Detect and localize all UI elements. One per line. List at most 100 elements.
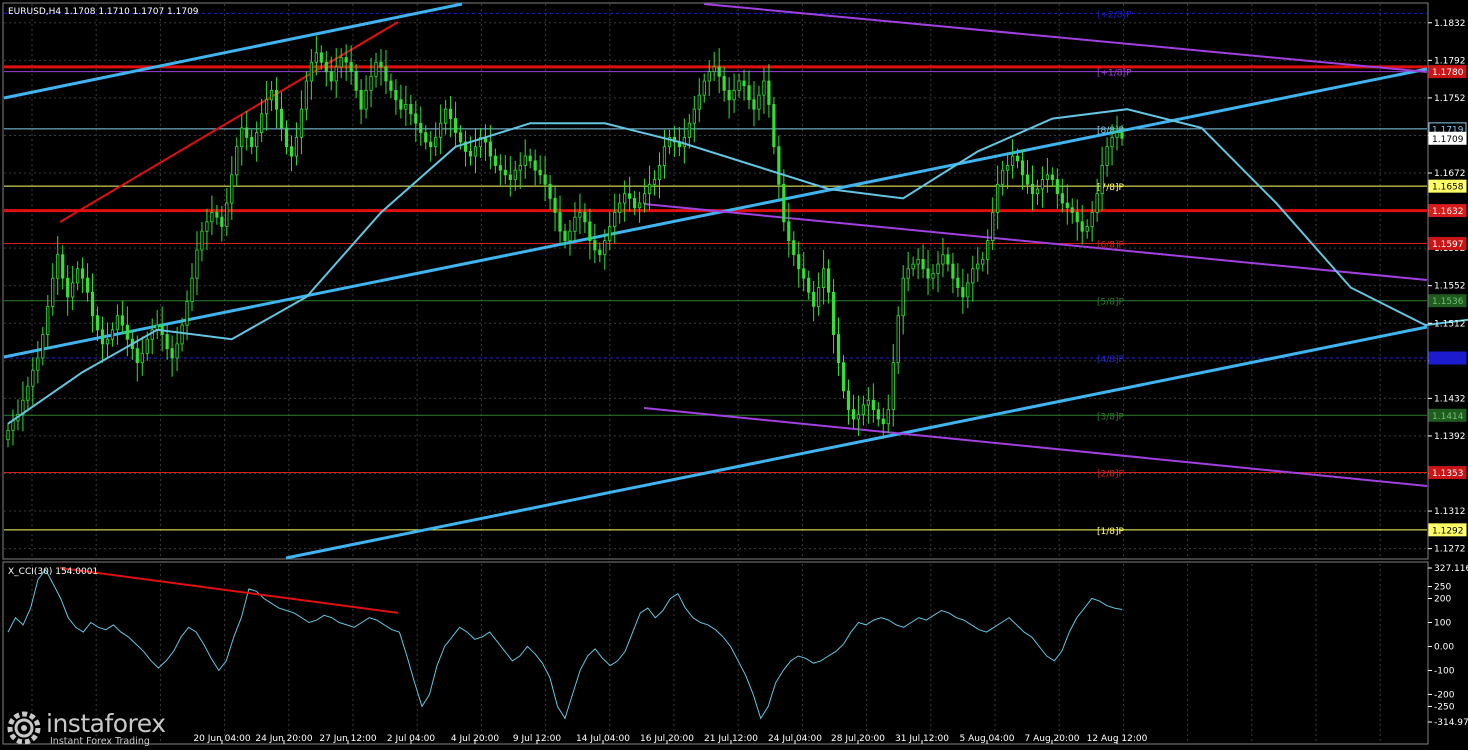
candle-body [85, 277, 90, 293]
candle-body [1035, 188, 1040, 195]
candle-body [110, 329, 115, 340]
candle-body [1070, 207, 1074, 213]
candle-body [1080, 221, 1084, 232]
murrey-label: [8/8]P [1097, 126, 1125, 136]
candle-body [697, 94, 701, 110]
candle-body [473, 146, 478, 157]
candle-body [71, 282, 75, 298]
candle-body [613, 212, 617, 227]
trendline [643, 203, 1428, 281]
symbol-info: EURUSD,H4 1.1708 1.1710 1.1707 1.1709 [8, 7, 199, 17]
candle-body [1010, 155, 1015, 166]
candle-body [41, 334, 45, 359]
candle-body [424, 132, 428, 143]
candle-body [727, 89, 731, 101]
candle-body [737, 80, 741, 91]
candle-body [956, 277, 960, 288]
candle-body [578, 212, 582, 218]
candle-body [692, 108, 696, 124]
candle-body [66, 277, 70, 298]
candle-body [235, 146, 239, 176]
candle-body [1030, 183, 1035, 195]
price-tag [1428, 466, 1467, 480]
candle-body [588, 221, 592, 242]
candle-body [1065, 202, 1069, 209]
moving-average-line [7, 108, 1468, 425]
candle-body [896, 315, 900, 364]
candle-body [981, 259, 985, 265]
candle-body [911, 263, 915, 270]
candle-body [662, 146, 667, 166]
candle-body [831, 291, 836, 335]
candle-body [1105, 146, 1109, 166]
candle-body [538, 169, 542, 176]
candle-body [394, 89, 398, 101]
candle-body [603, 240, 607, 256]
candle-body [265, 99, 269, 115]
candle-body [1060, 193, 1064, 204]
candle-body [304, 80, 308, 110]
candle-body [976, 263, 980, 270]
candle-body [712, 66, 716, 73]
time-tick-label: 5 Aug 04:00 [960, 734, 1015, 744]
candle-body [772, 104, 776, 148]
candle-body [364, 89, 368, 110]
time-tick-label: 31 Jul 12:00 [895, 734, 949, 744]
candle-body [26, 385, 30, 401]
candle-body [180, 324, 184, 345]
time-tick-label: 12 Aug 12:00 [1087, 734, 1148, 744]
candle-body [906, 268, 910, 279]
candle-body [250, 136, 254, 148]
candle-body [583, 212, 587, 223]
candle-body [344, 57, 348, 63]
price-tag-label: 1.1292 [1432, 526, 1464, 536]
price-tag-label: 1.1414 [1432, 412, 1464, 422]
candle-body [240, 127, 244, 148]
price-tag-label: 1.1780 [1432, 68, 1464, 78]
candle-body [777, 146, 781, 185]
candle-body [841, 362, 846, 392]
murrey-label: [+1/8]P [1097, 69, 1132, 79]
candle-body [941, 254, 945, 265]
candle-body [732, 89, 736, 101]
time-tick-label: 24 Jun 20:00 [255, 734, 312, 744]
candle-body [404, 104, 408, 110]
time-tick-label: 7 Aug 20:00 [1025, 734, 1080, 744]
candle-body [453, 118, 458, 134]
candle-body [175, 343, 179, 359]
time-tick-label: 28 Jul 20:00 [831, 734, 885, 744]
candle-body [279, 108, 284, 129]
candle-body [294, 136, 299, 157]
candle-body [528, 155, 532, 162]
candle-body [429, 141, 433, 148]
price-tag [1428, 408, 1467, 422]
price-tag [1428, 236, 1467, 250]
candle-body [946, 254, 950, 265]
time-tick-label: 9 Jul 12:00 [513, 734, 562, 744]
candle-body [225, 202, 229, 227]
candle-body [115, 315, 120, 331]
candle-body [324, 61, 328, 73]
candle-body [1001, 169, 1005, 185]
price-tag [1428, 351, 1467, 365]
candle-body [553, 197, 557, 213]
candle-body [95, 315, 100, 331]
candle-body [986, 240, 990, 260]
candle-body [414, 113, 418, 124]
time-tick-label: 4 Jul 20:00 [451, 734, 500, 744]
candle-body [1045, 174, 1050, 180]
candle-body [871, 399, 875, 411]
cci-line [7, 568, 1123, 720]
cci-axis: 327.116 250 200 100 0.00 -100 -200 -250 -314.975 [1428, 564, 1468, 728]
price-tag [1428, 204, 1467, 218]
candle-body [493, 155, 497, 166]
candle-body [812, 291, 816, 307]
instaforex-gear-icon [7, 711, 41, 745]
price-tag-label: 1.1658 [1432, 183, 1464, 193]
candle-body [633, 197, 637, 209]
trendline [285, 325, 1428, 560]
indicator-pane-frame [2, 561, 1429, 745]
candle-body [792, 240, 796, 256]
candle-body [991, 212, 995, 242]
